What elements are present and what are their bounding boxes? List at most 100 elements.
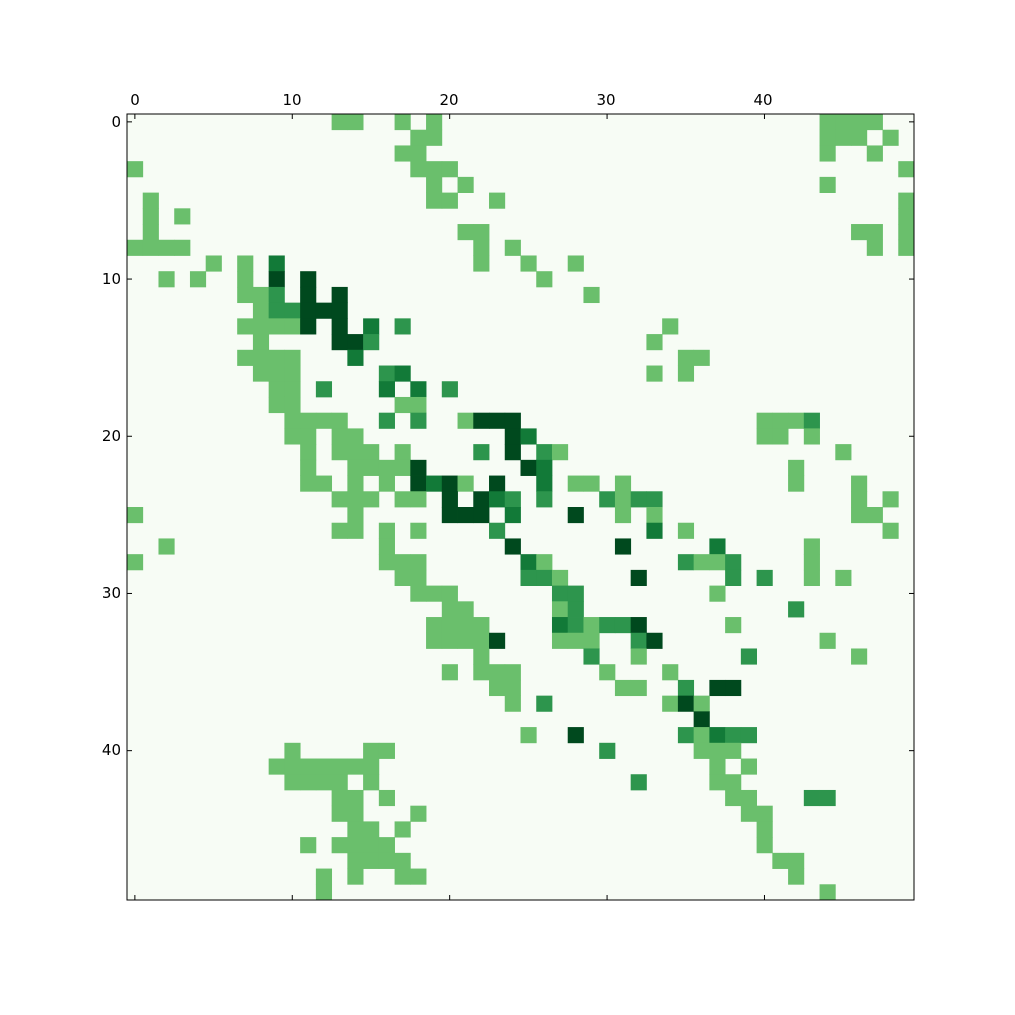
heatmap-cell	[819, 632, 836, 649]
heatmap-cell	[614, 679, 632, 697]
heatmap-cell	[300, 271, 317, 288]
heatmap-cell	[237, 271, 254, 288]
heatmap-cell	[300, 758, 317, 775]
heatmap-cell	[725, 554, 742, 571]
x-tick-label: 40	[753, 91, 772, 109]
heatmap-cell	[630, 632, 647, 649]
heatmap-cell	[331, 491, 348, 508]
heatmap-cell	[347, 349, 364, 366]
heatmap-cell	[284, 396, 301, 414]
heatmap-cell	[268, 381, 285, 398]
heatmap-cell	[709, 679, 726, 697]
heatmap-cell	[347, 789, 364, 807]
heatmap-cell	[347, 821, 364, 838]
heatmap-cell	[252, 365, 270, 382]
heatmap-cell	[331, 318, 348, 335]
heatmap-cell	[520, 459, 537, 476]
heatmap-cell	[614, 507, 632, 524]
heatmap-cell	[740, 648, 757, 665]
heatmap-cell	[473, 255, 490, 272]
heatmap-cell	[866, 507, 883, 524]
heatmap-cell	[331, 805, 348, 822]
heatmap-cell	[473, 632, 490, 649]
heatmap-cell	[725, 617, 742, 634]
heatmap-cell	[363, 334, 380, 351]
x-axis-tick-labels: 0 10 20 30 40	[130, 91, 772, 109]
heatmap-cell	[851, 507, 868, 524]
heatmap-cell	[898, 208, 915, 225]
heatmap-cell	[394, 459, 411, 476]
heatmap-cell	[583, 286, 600, 304]
x-tick-label: 10	[282, 91, 301, 109]
heatmap-cell	[725, 569, 742, 586]
heatmap-cell	[315, 868, 333, 885]
heatmap-cell	[378, 459, 395, 476]
heatmap-cell	[331, 302, 348, 319]
heatmap-cell	[331, 286, 348, 304]
heatmap-cell	[473, 648, 490, 665]
heatmap-cell	[394, 318, 411, 335]
heatmap-cell	[268, 302, 285, 319]
heatmap-cell	[347, 522, 364, 539]
heatmap-cell	[315, 412, 333, 429]
heatmap-cell	[394, 868, 411, 885]
heatmap-cell	[551, 585, 569, 602]
heatmap-cell	[441, 475, 458, 492]
heatmap-cell	[551, 601, 569, 618]
heatmap-cell	[489, 192, 506, 209]
heatmap-cell	[410, 129, 427, 146]
heatmap-cell	[441, 192, 458, 209]
heatmap-cell	[331, 428, 348, 445]
heatmap-cell	[363, 758, 380, 775]
heatmap-cell	[866, 239, 883, 256]
heatmap-cell	[378, 742, 395, 759]
heatmap-cell	[410, 412, 427, 429]
heatmap-cell	[489, 475, 506, 492]
heatmap-cell	[284, 302, 301, 319]
heatmap-cell	[284, 428, 301, 445]
heatmap-cell	[725, 742, 742, 759]
heatmap-cell	[127, 239, 144, 256]
heatmap-cell	[426, 176, 443, 193]
heatmap-cell	[237, 318, 254, 335]
heatmap-cell	[300, 444, 317, 461]
y-tick-label: 10	[102, 270, 121, 288]
heatmap-cell	[740, 805, 757, 822]
heatmap-cell	[725, 774, 742, 791]
heatmap-cell	[127, 554, 144, 571]
heatmap-cell	[551, 632, 569, 649]
heatmap-cell	[473, 664, 490, 681]
heatmap-cell	[268, 349, 285, 366]
heatmap-cell	[457, 176, 474, 193]
heatmap-cell	[772, 412, 789, 429]
heatmap-cell	[693, 727, 710, 744]
heatmap-cell	[363, 837, 380, 854]
heatmap-cell	[315, 381, 333, 398]
heatmap-cell	[331, 412, 348, 429]
heatmap-cell	[300, 774, 317, 791]
heatmap-cell	[583, 475, 600, 492]
heatmap-cell	[410, 868, 427, 885]
heatmap-cell	[252, 349, 270, 366]
heatmap-cell	[693, 711, 710, 728]
heatmap-cell	[898, 161, 915, 178]
heatmap-cell	[851, 224, 868, 241]
heatmap-cell	[866, 114, 883, 131]
heatmap-cell	[410, 396, 427, 414]
heatmap-cell	[851, 648, 868, 665]
heatmap-cell	[363, 821, 380, 838]
heatmap-cell	[630, 617, 647, 634]
heatmap-cell	[331, 789, 348, 807]
heatmap-cell	[347, 114, 364, 131]
heatmap-cell	[441, 507, 458, 524]
heatmap-cell	[614, 538, 632, 555]
heatmap-cell	[709, 538, 726, 555]
heatmap-cell	[394, 554, 411, 571]
heatmap-cell	[378, 381, 395, 398]
heatmap-cell	[536, 491, 553, 508]
heatmap-cell	[630, 569, 647, 586]
heatmap-cell	[567, 617, 584, 634]
heatmap-cell	[410, 161, 427, 178]
heatmap-cell	[520, 255, 537, 272]
heatmap-cell	[268, 365, 285, 382]
